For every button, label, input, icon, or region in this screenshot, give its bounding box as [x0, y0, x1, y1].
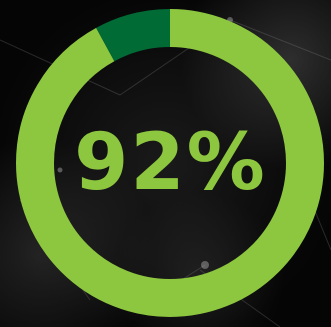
donut-segment-remaining: [16, 9, 324, 317]
percentage-label: 92%: [74, 118, 267, 208]
